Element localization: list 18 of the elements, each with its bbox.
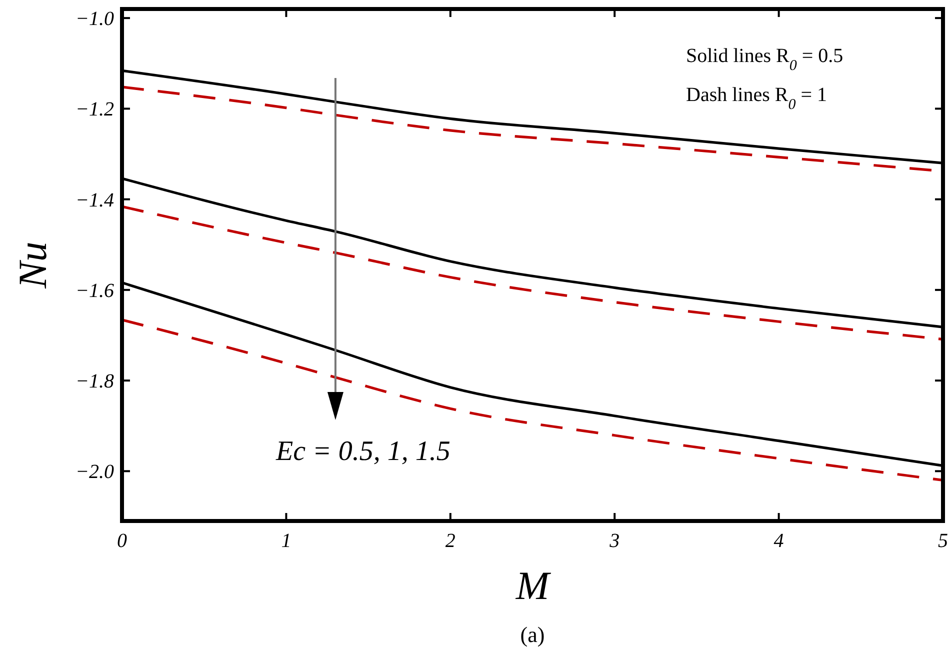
- y-tick-label: −1.8: [76, 370, 114, 393]
- y-tick-label: −1.2: [76, 98, 114, 121]
- x-tick-label: 2: [445, 530, 456, 552]
- x-tick-label: 3: [608, 530, 620, 552]
- annotation: Dash lines R$_{0}$ = 1: [686, 84, 827, 113]
- x-tick-label: 4: [774, 530, 784, 552]
- y-axis-title: Nu: [10, 242, 55, 290]
- x-tick-label: 5: [938, 530, 948, 552]
- y-tick-label: −1.4: [76, 189, 114, 212]
- annotation: Ec = 0.5, 1, 1.5: [275, 436, 450, 467]
- annotation: Solid lines R$_{0}$ = 0.5: [686, 45, 844, 74]
- x-axis-title: M: [514, 563, 552, 608]
- text: (a): [520, 622, 545, 647]
- x-tick-label: 1: [281, 530, 292, 552]
- y-tick-label: −2.0: [76, 461, 114, 484]
- x-tick-label: 0: [117, 530, 127, 552]
- y-tick-label: −1.0: [76, 8, 114, 30]
- y-tick-label: −1.6: [76, 280, 114, 302]
